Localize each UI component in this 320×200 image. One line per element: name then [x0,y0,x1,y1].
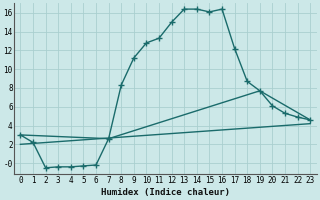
X-axis label: Humidex (Indice chaleur): Humidex (Indice chaleur) [101,188,230,197]
